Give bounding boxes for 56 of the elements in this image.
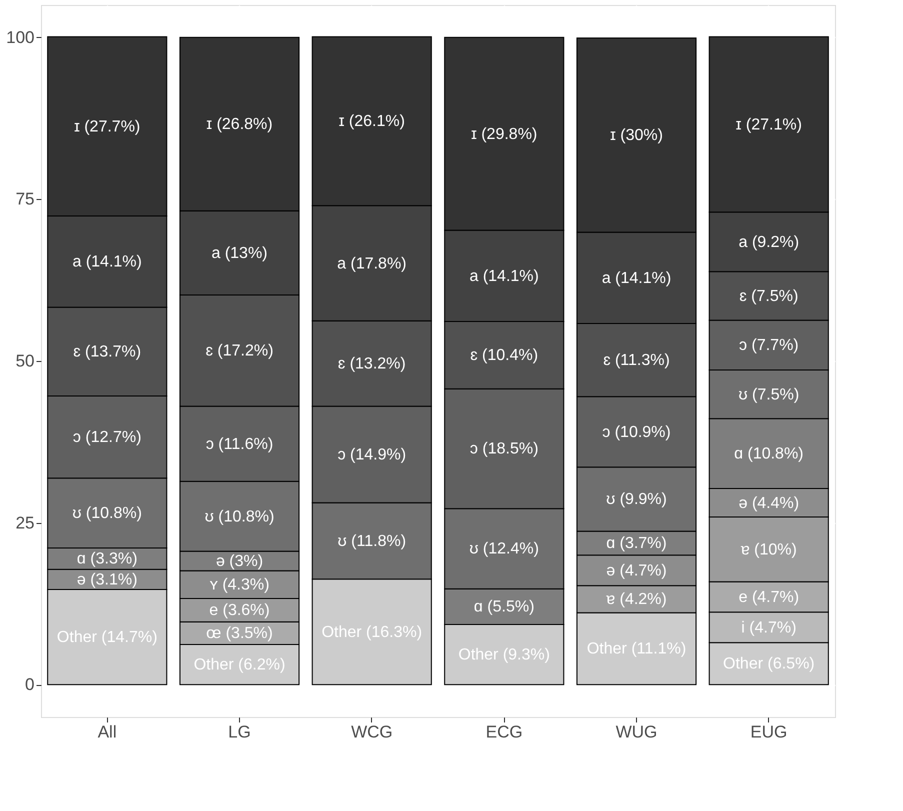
y-tick-label: 25 xyxy=(16,513,34,532)
data-label: ɪ (26.8%) xyxy=(206,116,273,134)
y-tick-label: 75 xyxy=(16,190,34,209)
y-tick-label: 0 xyxy=(25,675,34,694)
data-label: ɔ (14.9%) xyxy=(338,446,406,464)
data-label: ə (3.1%) xyxy=(76,571,138,588)
data-label: ʊ (10.8%) xyxy=(204,508,274,526)
data-label: ʊ (10.8%) xyxy=(72,505,142,522)
x-tick-label: All xyxy=(98,722,117,742)
x-tick-label: EUG xyxy=(750,722,788,742)
data-label: ɔ (12.7%) xyxy=(72,429,142,446)
x-tick-label: WUG xyxy=(616,722,658,742)
data-label: ɔ (7.7%) xyxy=(739,337,799,354)
x-tick-label: WCG xyxy=(351,722,393,742)
data-label: ɑ (3.3%) xyxy=(76,550,138,568)
data-label: ʊ (7.5%) xyxy=(738,386,800,404)
data-label: ɛ (17.2%) xyxy=(206,342,274,360)
data-label: a (14.1%) xyxy=(602,270,672,287)
x-tick-label: ECG xyxy=(486,722,523,742)
data-label: ɔ (10.9%) xyxy=(602,424,671,441)
y-tick-label: 100 xyxy=(6,28,34,47)
data-label: a (9.2%) xyxy=(738,234,800,251)
data-label: ɛ (13.2%) xyxy=(338,356,406,373)
data-label: ɪ (26.1%) xyxy=(338,113,405,130)
data-label: ɛ (7.5%) xyxy=(739,288,798,305)
data-label: ə (4.7%) xyxy=(606,562,667,580)
data-label: ʊ (11.8%) xyxy=(338,532,406,550)
data-label: ɪ (27.1%) xyxy=(736,116,802,134)
data-label: ɔ (18.5%) xyxy=(470,440,538,458)
data-label: ɐ (4.2%) xyxy=(606,591,667,608)
x-tick-label: LG xyxy=(228,722,251,742)
data-label: a (14.1%) xyxy=(72,254,142,271)
data-label: ɪ (27.7%) xyxy=(74,118,140,136)
data-label: ɑ (3.7%) xyxy=(606,535,667,552)
data-label: ɪ (30%) xyxy=(610,127,663,144)
data-label: ɛ (13.7%) xyxy=(73,344,142,361)
data-label: ə (3%) xyxy=(216,553,264,570)
data-label: e (3.6%) xyxy=(209,602,270,620)
data-label: a (17.8%) xyxy=(337,255,407,272)
data-label: ɑ (5.5%) xyxy=(474,598,534,616)
data-label: ʏ (4.3%) xyxy=(210,576,270,594)
data-label: e (4.7%) xyxy=(738,588,800,606)
data-label: ə (4.4%) xyxy=(738,494,800,512)
data-label: ɔ (11.6%) xyxy=(206,436,274,453)
y-tick-label: 50 xyxy=(16,352,34,370)
data-label: a (13%) xyxy=(211,244,268,262)
data-label: i (4.7%) xyxy=(741,619,796,636)
data-label: ɐ (10%) xyxy=(740,541,797,558)
data-label: ɛ (11.3%) xyxy=(603,352,670,370)
data-label: ʊ (12.4%) xyxy=(469,540,539,558)
data-label: œ (3.5%) xyxy=(206,625,273,642)
data-label: a (14.1%) xyxy=(469,268,539,285)
data-label: ɛ (10.4%) xyxy=(470,347,538,364)
data-label: ɪ (29.8%) xyxy=(471,126,538,143)
data-label: ɑ (10.8%) xyxy=(734,446,804,463)
data-label: ʊ (9.9%) xyxy=(606,491,667,508)
